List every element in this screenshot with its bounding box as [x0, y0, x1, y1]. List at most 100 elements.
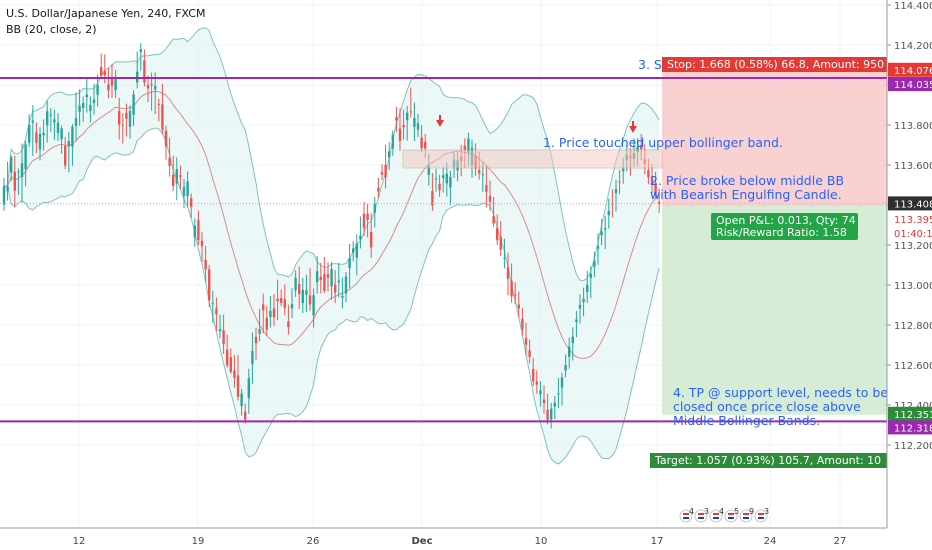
- candle-bullish: [20, 163, 24, 177]
- event-count: 4: [689, 507, 694, 516]
- annotation-step2: with Bearish Engulfing Candle.: [650, 187, 842, 202]
- candle-bearish: [280, 298, 283, 303]
- candle-bullish: [607, 210, 610, 216]
- candle-bearish: [298, 284, 301, 294]
- candle-bearish: [492, 216, 495, 224]
- candle-bullish: [10, 157, 13, 173]
- candle-bullish: [269, 310, 272, 318]
- candle-bullish: [348, 258, 351, 268]
- candle-bearish: [215, 308, 218, 315]
- price-label-resistance: 114.035: [894, 80, 932, 91]
- candle-bullish: [294, 277, 297, 291]
- price-label-countdown-box: [888, 226, 932, 240]
- candle-bearish: [647, 170, 650, 178]
- candle-bearish: [398, 128, 402, 141]
- target-label-box: [650, 453, 887, 468]
- candle-bearish: [229, 357, 232, 372]
- candle-bullish: [413, 117, 416, 127]
- candle-bearish: [334, 284, 337, 293]
- candle-bullish: [355, 243, 358, 258]
- candle-bullish: [344, 276, 348, 294]
- candle-bullish: [503, 257, 506, 259]
- candle-bullish: [442, 175, 445, 178]
- time-tick-label: Dec: [411, 536, 432, 547]
- price-label-current: 113.408: [894, 199, 932, 210]
- candle-bearish: [377, 187, 380, 192]
- candle-bullish: [247, 378, 250, 398]
- candle-bearish: [168, 157, 171, 166]
- candle-bearish: [233, 370, 236, 378]
- candle-bullish: [316, 271, 319, 282]
- event-flag-stripe: [743, 513, 749, 515]
- candle-bearish: [100, 67, 103, 76]
- candle-bearish: [395, 117, 398, 121]
- candle-bullish: [154, 85, 157, 90]
- candle-bullish: [341, 295, 344, 298]
- candle-bullish: [582, 298, 585, 302]
- candle-bearish: [200, 240, 204, 247]
- candle-bearish: [438, 183, 441, 191]
- price-label-support_upper-box: [888, 406, 932, 421]
- candle-bearish: [485, 185, 488, 192]
- candle-bullish: [622, 168, 625, 172]
- price-tick-label: 113.200: [894, 241, 932, 252]
- stop-label-box: [662, 57, 887, 72]
- candle-bullish: [337, 280, 340, 283]
- candle-bullish: [391, 134, 394, 149]
- candle-bullish: [82, 103, 85, 108]
- candle-bearish: [103, 71, 106, 76]
- event-count: 5: [734, 507, 739, 516]
- candle-bullish: [596, 246, 600, 249]
- annotation-step1: 1. Price touched upper bollinger band.: [543, 135, 783, 150]
- event-flag-stripe: [758, 513, 764, 515]
- candle-bearish: [222, 330, 225, 345]
- event-count: 3: [704, 507, 709, 516]
- time-tick-label: 19: [192, 536, 205, 547]
- candle-bullish: [600, 231, 603, 235]
- candle-bullish: [571, 336, 574, 344]
- candle-bearish: [172, 174, 175, 186]
- annotation-step3: 3. S: [638, 57, 662, 72]
- candle-bearish: [431, 191, 434, 206]
- candle-bearish: [528, 350, 531, 357]
- price-tick-label: 114.200: [894, 41, 932, 52]
- event-flag-stripe: [698, 517, 704, 519]
- time-axis: 12 19 26 Dec 10 17 24 27: [0, 527, 932, 550]
- price-tick-label: 112.800: [894, 321, 932, 332]
- horizontal-levels: [0, 77, 887, 423]
- candle-bullish: [467, 138, 470, 153]
- event-count: 4: [719, 507, 724, 516]
- event-flag-stripe: [713, 517, 719, 519]
- candle-bearish: [524, 338, 528, 345]
- candle-bullish: [564, 365, 567, 371]
- event-flag-stripe: [713, 513, 719, 515]
- candle-bullish: [553, 402, 556, 407]
- candle-bullish: [139, 49, 142, 52]
- candle-bullish: [301, 289, 304, 303]
- candle-bullish: [258, 329, 261, 334]
- resistance-box: [402, 149, 663, 169]
- candle-bullish: [2, 186, 6, 205]
- time-axis-bg: [0, 528, 932, 550]
- candle-bearish: [121, 124, 124, 126]
- candle-bullish: [56, 122, 60, 133]
- down-arrow-icon: [436, 120, 444, 127]
- candle-bearish: [64, 146, 67, 166]
- candle-bearish: [150, 84, 153, 85]
- candle-bullish: [24, 144, 27, 169]
- annotations-layer: 1. Price touched upper bollinger band. 2.…: [402, 57, 888, 523]
- candle-bearish: [308, 295, 312, 305]
- event-flag-stripe: [683, 513, 689, 515]
- candle-bullish: [539, 390, 542, 395]
- candle-bearish: [208, 269, 211, 301]
- candle-bullish: [568, 346, 571, 357]
- price-label-resistance-box: [888, 77, 932, 91]
- candle-bullish: [17, 171, 20, 173]
- candle-bullish: [481, 174, 484, 176]
- time-tick-label: 27: [834, 536, 847, 547]
- candle-bearish: [164, 130, 168, 147]
- event-flag-stripe: [743, 517, 749, 519]
- candle-bullish: [89, 104, 92, 111]
- candle-bearish: [402, 125, 405, 128]
